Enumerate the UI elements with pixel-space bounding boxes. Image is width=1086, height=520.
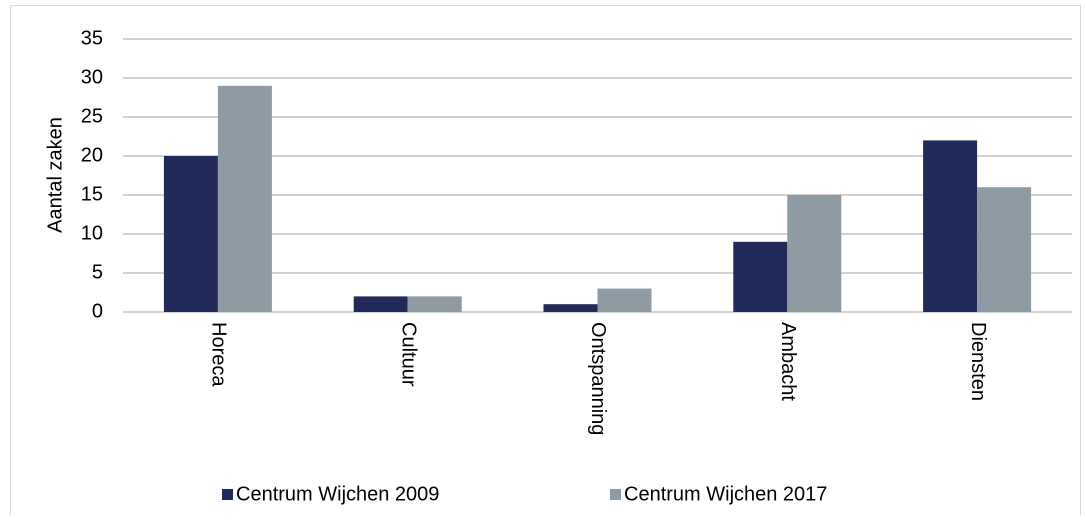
bar [977, 187, 1032, 312]
bar [787, 195, 842, 312]
y-tick-label: 25 [81, 105, 103, 127]
y-tick-label: 35 [81, 27, 103, 49]
bar [733, 241, 788, 312]
y-tick-label: 5 [92, 261, 103, 283]
bar [353, 296, 408, 312]
y-tick-label: 20 [81, 144, 103, 166]
y-tick-label: 10 [81, 222, 103, 244]
y-tick-label: 15 [81, 183, 103, 205]
legend-label: Centrum Wijchen 2017 [624, 483, 827, 505]
bar [163, 156, 218, 312]
bar [923, 140, 978, 312]
bar [217, 85, 272, 312]
chart-border [10, 5, 1081, 520]
x-tick-label: Cultuur [397, 322, 419, 387]
x-tick-label: Horeca [208, 322, 230, 387]
legend-swatch [610, 489, 621, 500]
bar [597, 288, 652, 312]
x-tick-label: Ontspanning [587, 322, 609, 435]
x-tick-label: Ambacht [777, 322, 799, 401]
legend-swatch [222, 489, 233, 500]
y-tick-label: 0 [92, 300, 103, 322]
y-axis-label: Aantal zaken [44, 117, 66, 233]
x-tick-label: Diensten [967, 322, 989, 401]
bar [543, 304, 598, 312]
bar [407, 296, 462, 312]
y-tick-label: 30 [81, 66, 103, 88]
legend-label: Centrum Wijchen 2009 [236, 483, 439, 505]
